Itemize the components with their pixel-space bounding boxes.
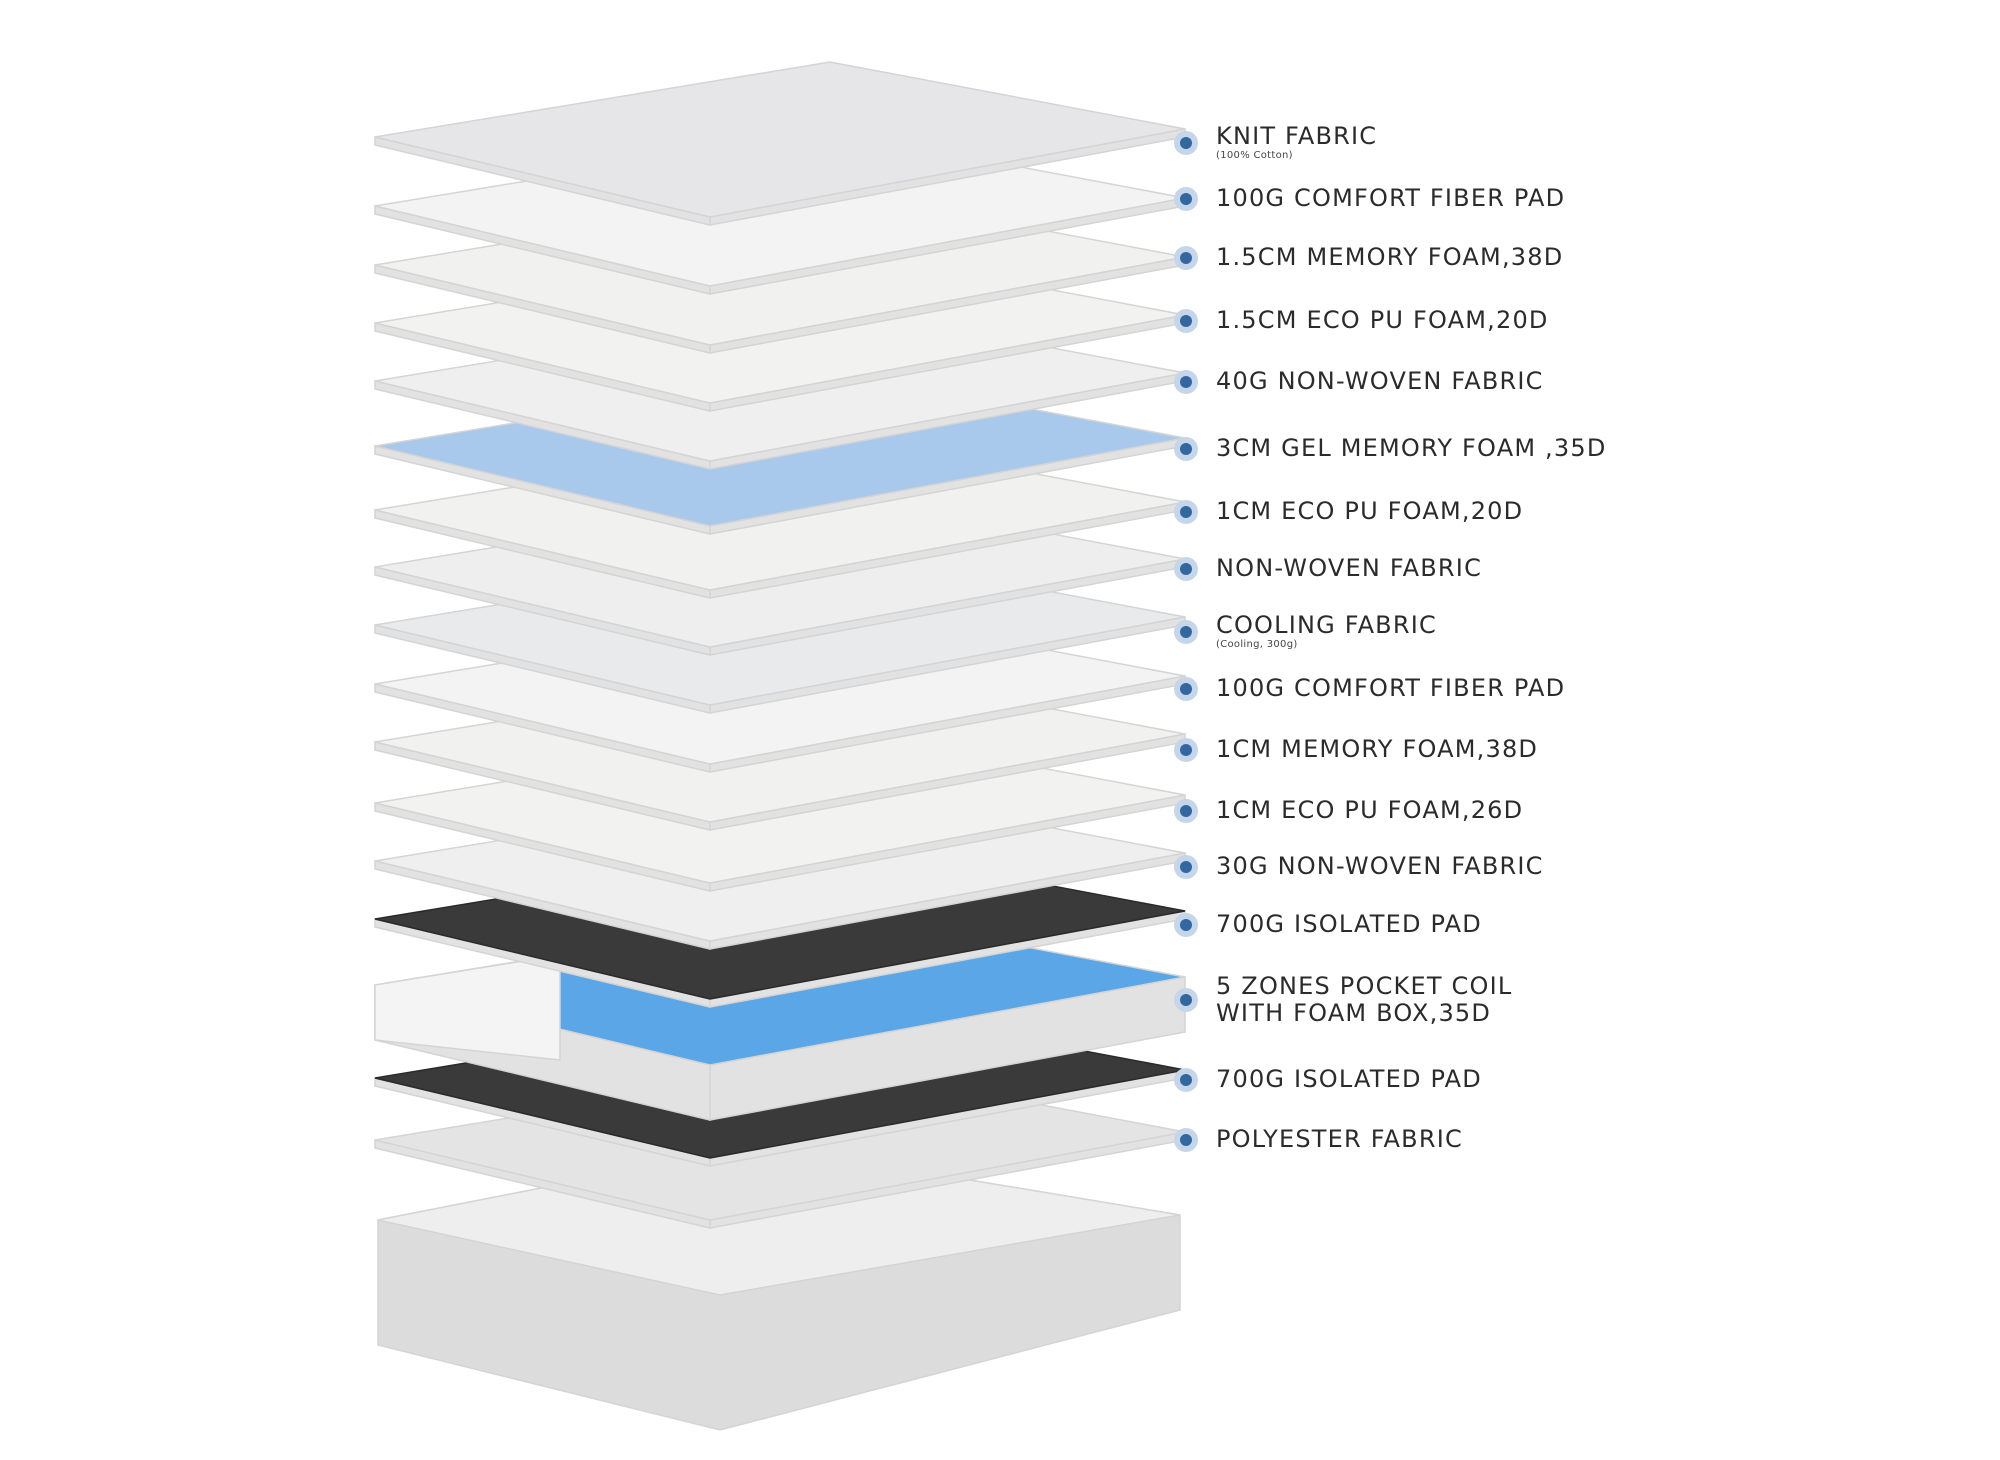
bullet-dot-icon (1174, 130, 1198, 155)
bullet-dot-icon (1174, 737, 1198, 762)
layer-name: 5 ZONES POCKET COIL (1216, 972, 1513, 1000)
layer-name: 40G NON-WOVEN FABRIC (1216, 367, 1544, 395)
layer-label: 100G COMFORT FIBER PAD (1174, 675, 1565, 702)
foam-box-side (374, 954, 561, 1061)
bullet-dot-icon (1174, 186, 1198, 211)
layer-label: 100G COMFORT FIBER PAD (1174, 185, 1565, 212)
layer-label-text: 1.5CM ECO PU FOAM,20D (1216, 307, 1549, 334)
layer-name: 3CM GEL MEMORY FOAM ,35D (1216, 434, 1607, 462)
layer-label-text: 40G NON-WOVEN FABRIC (1216, 368, 1544, 395)
bullet-dot-icon (1174, 1067, 1198, 1092)
bullet-dot-icon (1174, 619, 1198, 644)
layer-name: POLYESTER FABRIC (1216, 1125, 1463, 1153)
layer-label: 1.5CM ECO PU FOAM,20D (1174, 307, 1549, 334)
layer-label: 5 ZONES POCKET COIL WITH FOAM BOX,35D (1174, 973, 1512, 1027)
layer-name: 700G ISOLATED PAD (1216, 910, 1482, 938)
layer-label: 1CM MEMORY FOAM,38D (1174, 736, 1538, 763)
bullet-dot-icon (1174, 676, 1198, 701)
layer-name: 100G COMFORT FIBER PAD (1216, 674, 1566, 702)
layer-label: 1CM ECO PU FOAM,20D (1174, 498, 1523, 525)
layer-label-text: 100G COMFORT FIBER PAD (1216, 675, 1565, 702)
layer-name: COOLING FABRIC (1216, 611, 1437, 639)
layer-label: NON-WOVEN FABRIC (1174, 555, 1482, 582)
layer-label: 40G NON-WOVEN FABRIC (1174, 368, 1544, 395)
layer-name: 1CM MEMORY FOAM,38D (1216, 735, 1539, 763)
layer-label-text: KNIT FABRIC (100% Cotton) (1216, 123, 1377, 162)
layer-name: 1.5CM ECO PU FOAM,20D (1216, 306, 1549, 334)
layer-name: 30G NON-WOVEN FABRIC (1216, 852, 1544, 880)
layer-note: (Cooling, 300g) (1216, 639, 1298, 650)
layer-label-text: 1CM ECO PU FOAM,20D (1216, 498, 1523, 525)
layer-name: 700G ISOLATED PAD (1216, 1065, 1482, 1093)
layer-label-text: NON-WOVEN FABRIC (1216, 555, 1482, 582)
layer-name-line2: WITH FOAM BOX,35D (1216, 999, 1492, 1027)
layer-label-text: 3CM GEL MEMORY FOAM ,35D (1216, 435, 1607, 462)
layer-label-text: 1CM MEMORY FOAM,38D (1216, 736, 1538, 763)
layer-label-text: 700G ISOLATED PAD (1216, 1066, 1482, 1093)
layer-name: 1.5CM MEMORY FOAM,38D (1216, 243, 1564, 271)
layer-name: 1CM ECO PU FOAM,26D (1216, 796, 1524, 824)
layer-label: 700G ISOLATED PAD (1174, 911, 1482, 938)
bullet-dot-icon (1174, 556, 1198, 581)
layer-label: 3CM GEL MEMORY FOAM ,35D (1174, 435, 1607, 462)
layer-label-text: 1CM ECO PU FOAM,26D (1216, 797, 1523, 824)
bullet-dot-icon (1174, 436, 1198, 461)
layer-name: 100G COMFORT FIBER PAD (1216, 184, 1566, 212)
layer-name: 1CM ECO PU FOAM,20D (1216, 497, 1524, 525)
bullet-dot-icon (1174, 308, 1198, 333)
layer-label: 1.5CM MEMORY FOAM,38D (1174, 244, 1563, 271)
layer-label: KNIT FABRIC (100% Cotton) (1174, 123, 1377, 162)
layer-label: POLYESTER FABRIC (1174, 1126, 1463, 1153)
bullet-dot-icon (1174, 245, 1198, 270)
layer-label: 30G NON-WOVEN FABRIC (1174, 853, 1544, 880)
bullet-dot-icon (1174, 499, 1198, 524)
bullet-dot-icon (1174, 988, 1198, 1012)
layer-label: COOLING FABRIC (Cooling, 300g) (1174, 612, 1437, 651)
layer-label-text: 100G COMFORT FIBER PAD (1216, 185, 1565, 212)
bullet-dot-icon (1174, 912, 1198, 937)
layer-label-text: COOLING FABRIC (Cooling, 300g) (1216, 612, 1437, 651)
layer-label-text: POLYESTER FABRIC (1216, 1126, 1463, 1153)
layer-name: NON-WOVEN FABRIC (1216, 554, 1483, 582)
bullet-dot-icon (1174, 798, 1198, 823)
mattress-layer (374, 61, 1186, 218)
layer-label: 1CM ECO PU FOAM,26D (1174, 797, 1523, 824)
bullet-dot-icon (1174, 369, 1198, 394)
bullet-dot-icon (1174, 1127, 1198, 1152)
layer-note: (100% Cotton) (1216, 150, 1293, 161)
layer-label-text: 1.5CM MEMORY FOAM,38D (1216, 244, 1563, 271)
bullet-dot-icon (1174, 854, 1198, 879)
layer-label-text: 5 ZONES POCKET COIL WITH FOAM BOX,35D (1216, 973, 1512, 1027)
layer-name: KNIT FABRIC (1216, 122, 1378, 150)
layer-label: 700G ISOLATED PAD (1174, 1066, 1482, 1093)
layer-label-text: 700G ISOLATED PAD (1216, 911, 1482, 938)
layer-label-text: 30G NON-WOVEN FABRIC (1216, 853, 1544, 880)
